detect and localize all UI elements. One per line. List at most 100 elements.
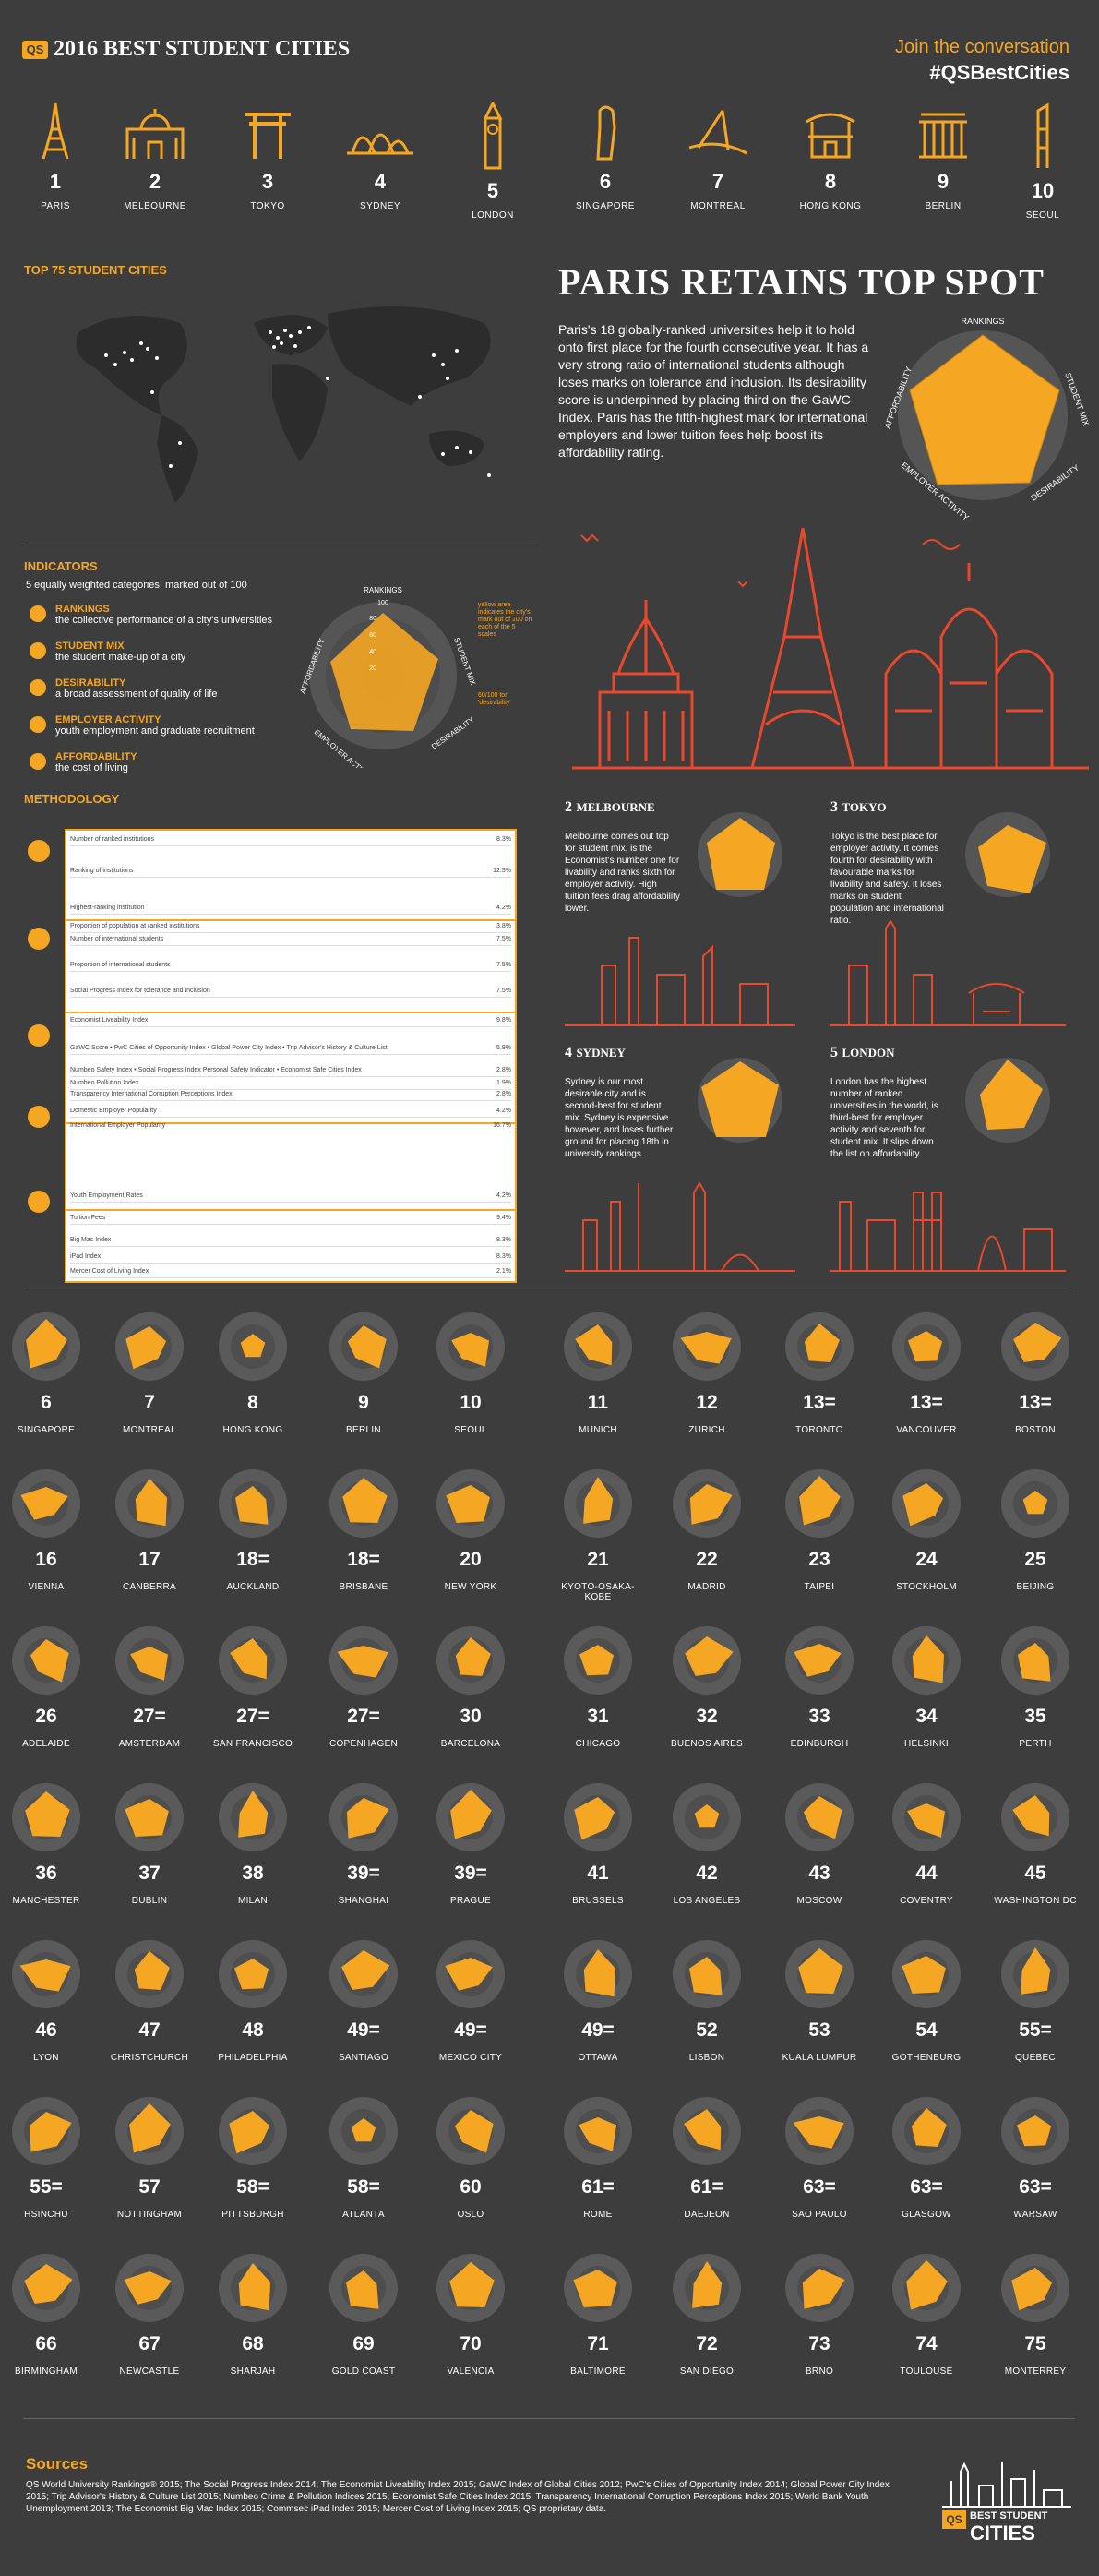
city-tile: 75 MONTERREY — [989, 2252, 1081, 2377]
city-radar — [436, 1783, 505, 1851]
city-name: CANBERRA — [123, 1582, 176, 1592]
header: QS 2016 BEST STUDENT CITIES Join the con… — [0, 0, 1099, 175]
rank-number: 47 — [138, 2019, 161, 2041]
methodology-row: GaWC Score • PwC Cities of Opportunity I… — [70, 1043, 511, 1055]
scale-label: 100 — [377, 600, 388, 606]
rank-number: 38 — [242, 1863, 264, 1884]
indicator-item: DESIRABILITY a broad assessment of qualit… — [26, 677, 312, 714]
city-radar — [564, 1312, 632, 1381]
city-name: MOSCOW — [796, 1896, 842, 1906]
city-tile: 67 NEWCASTLE — [103, 2252, 196, 2377]
city-tile: 66 BIRMINGHAM — [0, 2252, 92, 2377]
sources-title: Sources — [26, 2455, 89, 2473]
city-name: GOLD COAST — [331, 2366, 396, 2377]
methodology-row: Proportion of international students 7.5% — [70, 960, 511, 972]
map-title: TOP 75 STUDENT CITIES — [24, 263, 167, 277]
city-radar — [436, 2254, 505, 2322]
indicator-name: EMPLOYER ACTIVITY — [55, 714, 161, 725]
rank-number: 74 — [915, 2333, 938, 2354]
rank-number: 13= — [1019, 1392, 1052, 1413]
city-name: TOKYO — [250, 201, 285, 211]
city-tile: 38 MILAN — [207, 1781, 299, 1906]
rank-number: 8 — [247, 1392, 258, 1413]
city-name: SEOUL — [1025, 210, 1060, 221]
indicator-desc: the cost of living — [55, 762, 128, 773]
rank-number: 3 — [261, 170, 274, 193]
city-radar — [673, 1783, 741, 1851]
city-radar — [892, 1626, 961, 1695]
city-tile: 68 SHARJAH — [207, 2252, 299, 2377]
city-name: VIENNA — [28, 1582, 65, 1592]
rank-number: 63= — [1019, 2176, 1052, 2198]
city-tile: 48 PHILADELPHIA — [207, 1938, 299, 2063]
rank-number: 71 — [587, 2333, 609, 2354]
students-icon — [30, 642, 46, 659]
city-name: HELSINKI — [904, 1739, 949, 1749]
city-card: 2 MELBOURNE Melbourne comes out top for … — [565, 799, 800, 1030]
city-tile: 49= SANTIAGO — [317, 1938, 410, 2063]
city-tile: 26 ADELAIDE — [0, 1624, 92, 1749]
city-name: HONG KONG — [222, 1425, 283, 1435]
city-tile: 58= ATLANTA — [317, 2095, 410, 2220]
join-conversation-link[interactable]: Join the conversation — [894, 37, 1069, 57]
indicators-title: INDICATORS — [24, 559, 98, 573]
city-tile: 18= AUCKLAND — [207, 1468, 299, 1592]
city-tile: 23 TAIPEI — [773, 1468, 866, 1592]
city-radar — [1001, 1940, 1069, 2008]
city-radar — [564, 2097, 632, 2165]
city-name: TORONTO — [795, 1425, 843, 1435]
city-radar — [564, 1940, 632, 2008]
city-name: KUALA LUMPUR — [782, 2053, 857, 2063]
rank-number: 30 — [460, 1706, 482, 1727]
city-tile: 55= QUEBEC — [989, 1938, 1081, 2063]
city-tile: 27= COPENHAGEN — [317, 1624, 410, 1749]
rank-number: 42 — [696, 1863, 718, 1884]
city-name: COPENHAGEN — [329, 1739, 399, 1749]
top10-item: 1 PARIS — [9, 102, 102, 211]
rank-number: 41 — [587, 1863, 609, 1884]
page-title: 2016 BEST STUDENT CITIES — [54, 37, 351, 61]
brand-mark: QS BEST STUDENT CITIES — [942, 2453, 1071, 2555]
city-radar — [673, 1469, 741, 1538]
city-radar — [12, 1469, 80, 1538]
city-radar — [1001, 1626, 1069, 1695]
top10-item: 7 MONTREAL — [672, 102, 764, 211]
city-name: EDINBURGH — [790, 1739, 849, 1749]
rank-number: 61= — [581, 2176, 615, 2198]
city-tile: 6 SINGAPORE — [0, 1311, 92, 1435]
city-tile: 44 COVENTRY — [880, 1781, 973, 1906]
city-radar — [1001, 2254, 1069, 2322]
indicators-list: 5 equally weighted categories, marked ou… — [26, 580, 312, 788]
city-radar — [115, 2097, 184, 2165]
lead-headline: PARIS RETAINS TOP SPOT — [558, 261, 1045, 303]
city-name: NEW YORK — [444, 1582, 497, 1592]
methodology-row: International Employer Popularity 16.7% — [70, 1120, 511, 1132]
city-name: ROME — [583, 2210, 613, 2220]
city-radar — [329, 1940, 398, 2008]
city-name: GOTHENBURG — [891, 2053, 962, 2063]
city-card: 5 LONDON London has the highest number o… — [830, 1045, 1066, 1276]
methodology-row: Transparency International Corruption Pe… — [70, 1089, 511, 1101]
card-heading: 5 LONDON — [830, 1045, 895, 1060]
city-name: SINGAPORE — [17, 1425, 76, 1435]
top10-item: 10 SEOUL — [997, 102, 1089, 221]
city-radar — [219, 1312, 287, 1381]
rank-number: 13= — [803, 1392, 836, 1413]
city-tile: 22 MADRID — [661, 1468, 753, 1592]
rank-number: 49= — [347, 2019, 380, 2041]
methodology-row: Numbeo Pollution Index 1.9% — [70, 1078, 511, 1090]
rank-number: 8 — [824, 170, 837, 193]
hashtag-link[interactable]: #QSBestCities — [929, 61, 1069, 84]
brand-line: BEST STUDENT — [970, 2510, 1048, 2522]
city-name: WASHINGTON DC — [994, 1896, 1077, 1906]
city-name: OSLO — [457, 2210, 484, 2220]
city-tile: 7 MONTREAL — [103, 1311, 196, 1435]
card-radar — [698, 812, 782, 897]
city-tile: 63= WARSAW — [989, 2095, 1081, 2220]
tower-icon — [1036, 102, 1049, 168]
city-tile: 12 ZURICH — [661, 1311, 753, 1435]
city-tile: 25 BEIJING — [989, 1468, 1081, 1592]
city-name: QUEBEC — [1014, 2053, 1057, 2063]
rank-number: 63= — [910, 2176, 943, 2198]
city-radar — [892, 1783, 961, 1851]
